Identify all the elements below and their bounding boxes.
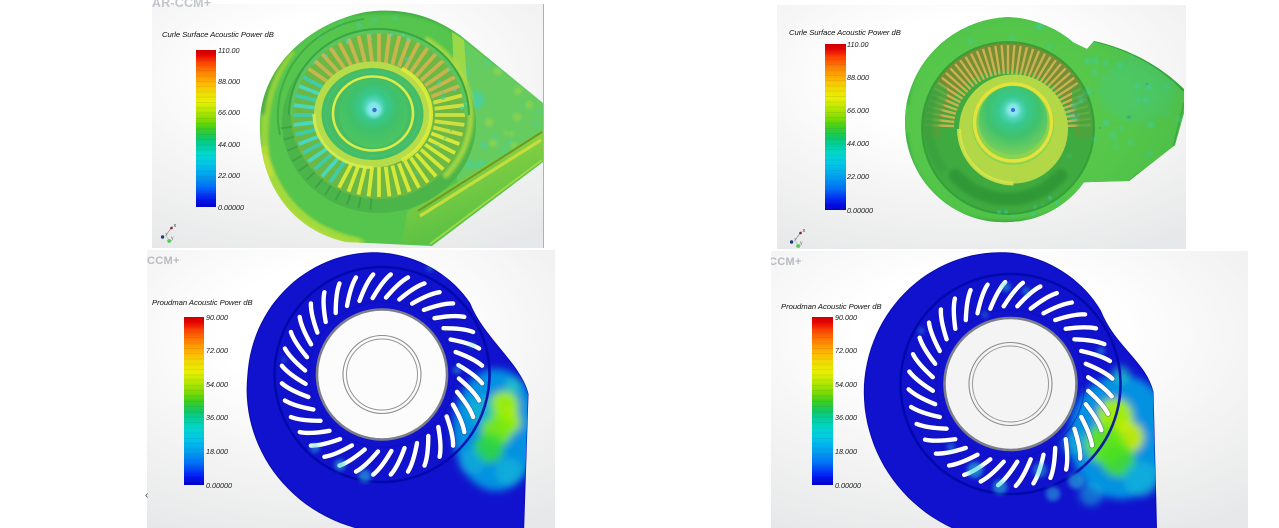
svg-text:x: x bbox=[174, 223, 177, 229]
svg-text:y: y bbox=[800, 241, 803, 247]
svg-text:y: y bbox=[171, 236, 174, 242]
svg-text:x: x bbox=[803, 228, 806, 234]
